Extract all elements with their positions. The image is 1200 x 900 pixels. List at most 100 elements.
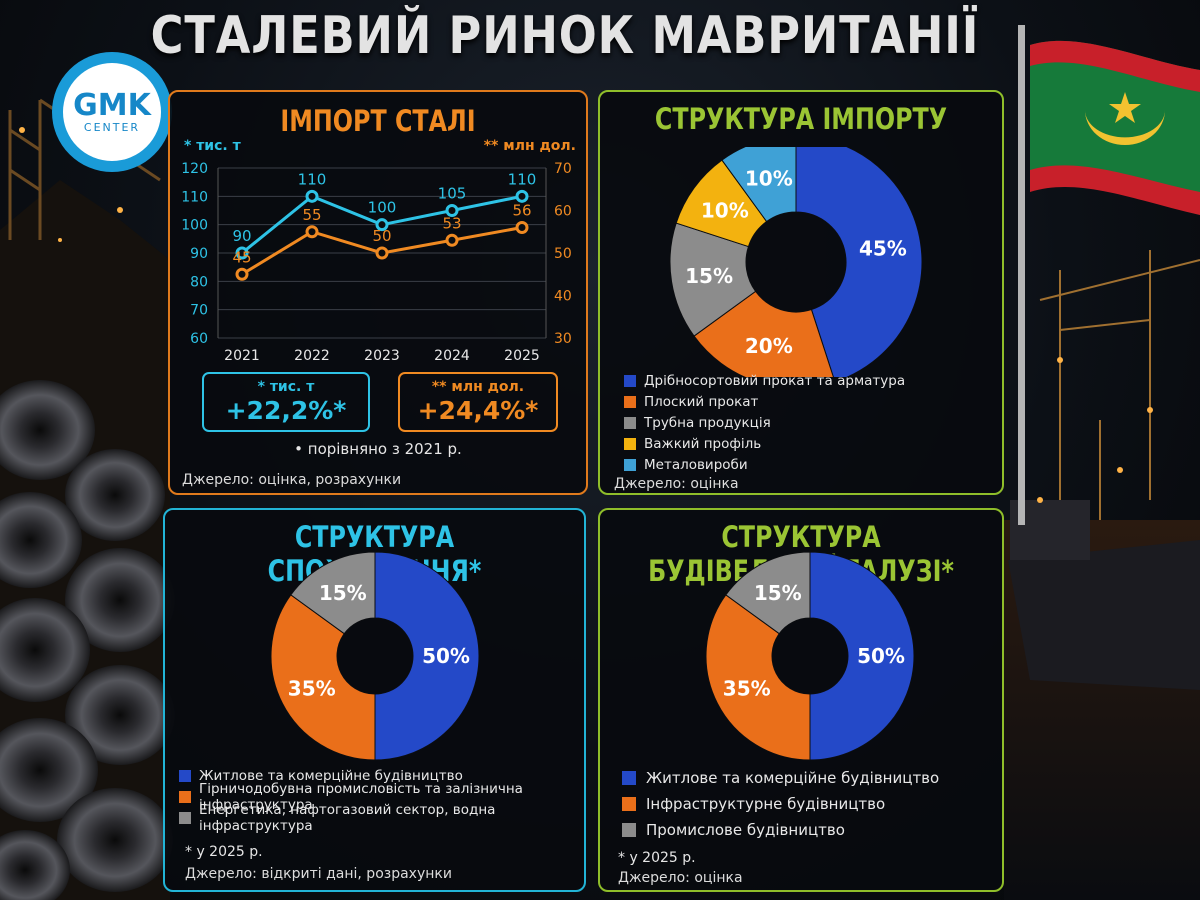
import-title: ІМПОРТ СТАЛІ	[280, 104, 476, 138]
legend-swatch	[179, 811, 191, 824]
legend-swatch	[624, 374, 636, 387]
legend-swatch	[624, 416, 636, 429]
donut-slice	[374, 551, 480, 761]
legend-item: Енергетика, нафтогазовий сектор, водна і…	[179, 802, 584, 834]
legend-label: Дрібносортовий прокат та арматура	[644, 372, 906, 389]
data-point	[375, 246, 389, 260]
gmk-center-logo: GMK CENTER	[52, 52, 172, 172]
data-point	[375, 218, 389, 232]
legend-label: Важкий профіль	[644, 435, 762, 452]
y-tick-label: 120	[181, 161, 208, 177]
construction-structure-donut: 50% 35% 15%	[705, 551, 915, 761]
donut-slice	[669, 222, 757, 337]
import-structure-panel: СТРУКТУРА ІМПОРТУ 45% 20% 15% 10% 10% Дрібно…	[598, 90, 1004, 495]
legend-label: Трубна продукція	[644, 414, 771, 431]
data-point	[235, 267, 249, 281]
y-tick-label: 70	[190, 303, 208, 319]
legend-label: Плоский прокат	[644, 393, 759, 410]
data-point	[515, 221, 529, 234]
legend-label: Житлове та комерційне будівництво	[646, 769, 940, 787]
logo-inner: GMK CENTER	[63, 63, 161, 161]
slice-label: 15%	[754, 581, 802, 605]
slice-label: 35%	[288, 676, 336, 700]
legend-swatch	[624, 437, 636, 450]
consumption-source: Джерело: відкриті дані, розрахунки	[185, 866, 452, 882]
import-structure-legend: Дрібносортовий прокат та арматура Плоский…	[624, 370, 905, 475]
consumption-structure-panel: СТРУКТУРА СПОЖИВАННЯ* 50%35%15% Житлове …	[163, 508, 586, 892]
slice-label: 50%	[857, 644, 905, 668]
slice-label: 10%	[745, 167, 793, 191]
slice-label: 50%	[422, 644, 470, 668]
y2-tick-label: 50	[554, 246, 572, 262]
import-structure-donut: 45% 20% 15% 10% 10%	[669, 147, 923, 377]
consumption-structure-legend: Житлове та комерційне будівництво Гірничо…	[179, 765, 584, 834]
slice-label: 10%	[701, 198, 749, 222]
donut-slice	[270, 594, 376, 761]
import-source: Джерело: оцінка, розрахунки	[182, 472, 402, 488]
x-tick-label: 2025	[504, 348, 540, 364]
construction-source: Джерело: оцінка	[618, 870, 743, 886]
logo-text-center: CENTER	[83, 120, 141, 134]
steel-coils-icon	[0, 380, 175, 900]
growth-usd-unit: ** млн дол.	[431, 379, 525, 395]
donut-slice	[809, 551, 915, 761]
donut-slice	[795, 147, 923, 377]
right-axis-unit: ** млн дол.	[483, 138, 576, 154]
legend-label: Гірничодобувна промисловість та залізнич…	[199, 780, 523, 813]
growth-usd-box: ** млн дол. +24,4%*	[398, 372, 558, 432]
data-label: 105	[438, 185, 467, 203]
legend-item: Трубна продукція	[624, 412, 905, 433]
logo-text-gmk: GMK	[73, 87, 151, 123]
data-label: 110	[508, 170, 537, 188]
legend-label: Енергетика, нафтогазовий сектор, водна і…	[199, 801, 496, 834]
data-label: 100	[368, 199, 397, 217]
slice-label: 15%	[685, 264, 733, 288]
data-label: 45	[232, 248, 251, 266]
donut-slice	[725, 551, 811, 635]
data-label: 56	[512, 202, 531, 220]
data-point	[305, 189, 319, 203]
legend-swatch	[624, 395, 636, 408]
legend-label: Промислове будівництво	[646, 821, 845, 839]
legend-swatch	[622, 797, 636, 811]
legend-swatch	[179, 769, 191, 782]
legend-item: Житлове та комерційне будівництво	[179, 765, 584, 786]
ship-icon	[1008, 500, 1200, 690]
legend-item: Промислове будівництво	[622, 817, 939, 843]
legend-swatch	[624, 458, 636, 471]
import-line-chart: 60 70 80 90 100 110 120 30 40 50 60 70 2021 2022 2023 2…	[181, 161, 572, 364]
legend-swatch	[179, 790, 191, 803]
consumption-structure-donut: 50% 35% 15%	[270, 551, 480, 761]
legend-item: Важкий профіль	[624, 433, 905, 454]
y2-tick-label: 30	[554, 331, 572, 347]
data-label: 55	[302, 206, 321, 224]
construction-structure-legend: Житлове та комерційне будівництво Інфраст…	[622, 765, 939, 843]
legend-item: Дрібносортовий прокат та арматура	[624, 370, 905, 391]
y-tick-label: 110	[181, 189, 208, 205]
donut-slice	[721, 147, 797, 223]
data-label: 50	[372, 227, 391, 245]
x-tick-label: 2021	[224, 348, 260, 364]
x-tick-label: 2023	[364, 348, 400, 364]
growth-tons-box: * тис. т +22,2%*	[202, 372, 370, 432]
mauritania-flag-icon	[1018, 25, 1200, 525]
slice-label: 35%	[723, 676, 771, 700]
y2-tick-label: 70	[554, 161, 572, 177]
legend-item: Інфраструктурне будівництво	[622, 791, 939, 817]
growth-tons-value: +22,2%*	[225, 396, 347, 425]
x-tick-label: 2022	[294, 348, 330, 364]
legend-item: Житлове та комерційне будівництво	[622, 765, 939, 791]
left-axis-unit: * тис. т	[184, 138, 241, 154]
import-panel: ІМПОРТ СТАЛІ * тис. т ** млн дол. 60 70 80…	[168, 90, 588, 495]
page-title: СТАЛЕВИЙ РИНОК МАВРИТАНІЇ	[150, 6, 980, 66]
data-point	[235, 246, 249, 260]
legend-item: Гірничодобувна промисловість та залізнич…	[179, 781, 584, 813]
slice-label: 15%	[319, 581, 367, 605]
y-tick-label: 100	[181, 218, 208, 234]
legend-label: Житлове та комерційне будівництво	[199, 767, 463, 784]
port-crane-icon	[1039, 250, 1200, 520]
import-structure-source: Джерело: оцінка	[614, 476, 739, 492]
legend-swatch	[622, 771, 636, 785]
growth-usd-value: +24,4%*	[417, 396, 539, 425]
